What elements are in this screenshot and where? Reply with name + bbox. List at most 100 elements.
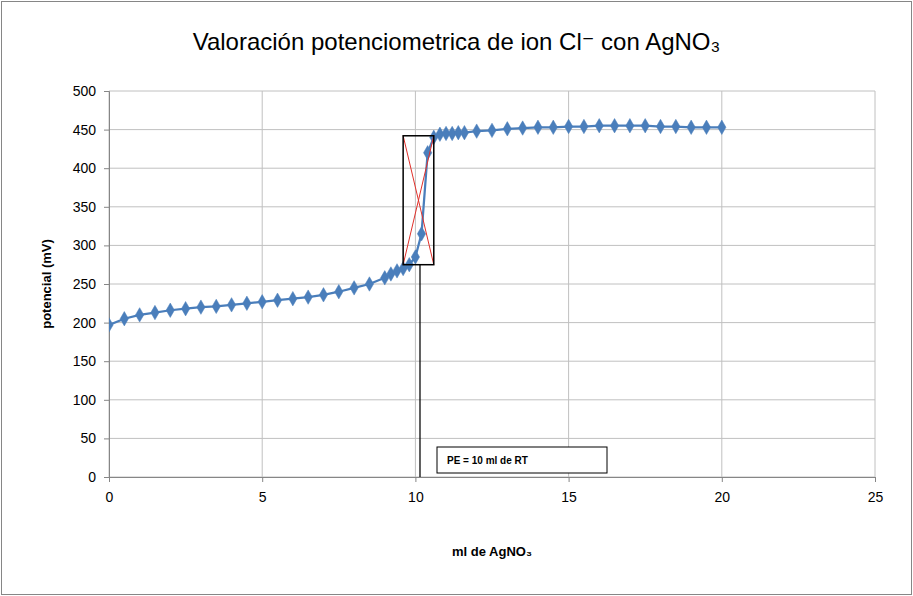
data-point <box>350 281 358 295</box>
y-grid-line <box>109 245 875 246</box>
x-tick-mark <box>569 477 570 482</box>
data-point <box>166 303 174 317</box>
y-tick: 0 <box>88 469 109 485</box>
y-grid-line <box>109 438 875 439</box>
data-point <box>411 250 419 264</box>
y-tick-mark <box>104 245 109 246</box>
x-tick-label: 5 <box>259 489 267 505</box>
data-point <box>580 119 588 133</box>
y-tick-label: 300 <box>73 237 97 253</box>
data-point <box>393 264 401 278</box>
x-tick-mark <box>415 477 416 482</box>
data-point <box>197 300 205 314</box>
x-tick-label: 10 <box>408 489 424 505</box>
y-tick-mark <box>104 400 109 401</box>
y-grid-line <box>109 322 875 323</box>
y-tick-label: 450 <box>73 122 97 138</box>
data-point <box>304 290 312 304</box>
y-tick-mark <box>104 91 109 92</box>
y-grid-line <box>109 399 875 400</box>
equivalence-line <box>419 265 420 477</box>
x-tick: 20 <box>715 477 731 505</box>
y-tick-mark <box>104 284 109 285</box>
grid <box>109 91 875 477</box>
chart-frame <box>2 2 912 595</box>
cross-line <box>403 136 434 265</box>
y-tick: 100 <box>73 392 109 408</box>
y-tick-label: 350 <box>73 199 97 215</box>
y-tick: 450 <box>73 122 109 138</box>
x-tick: 15 <box>561 477 577 505</box>
data-point <box>243 296 251 310</box>
data-point <box>417 227 425 241</box>
x-tick-label: 20 <box>715 489 731 505</box>
data-point <box>641 119 649 133</box>
y-tick-label: 500 <box>73 83 97 99</box>
x-axis-line <box>110 478 876 483</box>
data-point <box>488 123 496 137</box>
x-tick-label: 25 <box>868 489 884 505</box>
y-tick: 400 <box>73 160 109 176</box>
y-grid-line <box>109 284 875 285</box>
x-tick-mark <box>262 477 263 482</box>
data-point <box>534 120 542 134</box>
data-point <box>289 291 297 305</box>
x-tick-mark <box>875 477 876 482</box>
y-grid-line <box>109 91 875 92</box>
x-tick-label: 15 <box>561 489 577 505</box>
x-tick-mark <box>722 477 723 482</box>
data-point <box>273 293 281 307</box>
data-point <box>151 305 159 319</box>
y-tick-label: 0 <box>88 469 96 485</box>
data-point <box>335 285 343 299</box>
data-point <box>595 119 603 133</box>
x-tick-label: 0 <box>106 489 114 505</box>
y-tick-label: 100 <box>73 392 97 408</box>
data-point <box>120 312 128 326</box>
cross-line <box>403 136 434 265</box>
data-point <box>656 119 664 133</box>
y-tick: 300 <box>73 237 109 253</box>
data-point <box>672 119 680 133</box>
y-tick: 50 <box>80 430 109 446</box>
equivalence-annotation <box>403 136 434 477</box>
y-tick: 250 <box>73 276 109 292</box>
zoom-box <box>403 136 434 265</box>
data-point <box>503 122 511 136</box>
x-tick: 0 <box>106 477 114 505</box>
data-point <box>549 120 557 134</box>
y-tick-label: 250 <box>73 276 97 292</box>
data-point <box>473 124 481 138</box>
data-point <box>212 299 220 313</box>
y-tick-mark <box>104 207 109 208</box>
annotation-text: PE = 10 ml de RT <box>447 455 528 466</box>
data-point <box>610 119 618 133</box>
chart-title: Valoración potenciometrica de ion Cl⁻ co… <box>193 28 721 55</box>
y-tick-mark <box>104 168 109 169</box>
y-axis-title: potencial (mV) <box>39 239 54 329</box>
data-point <box>518 121 526 135</box>
data-point <box>460 125 468 139</box>
data-point <box>626 119 634 133</box>
x-tick: 10 <box>408 477 424 505</box>
y-tick-mark <box>104 323 109 324</box>
data-point <box>702 120 710 134</box>
y-tick: 350 <box>73 199 109 215</box>
y-grid-line <box>109 206 875 207</box>
y-tick: 200 <box>73 315 109 331</box>
data-point <box>564 119 572 133</box>
chart: 0510152025050100150200250300350400450500… <box>0 0 913 596</box>
y-tick-label: 200 <box>73 315 97 331</box>
y-grid-line <box>109 361 875 362</box>
data-point <box>365 277 373 291</box>
y-tick-mark <box>104 361 109 362</box>
x-axis-title: ml de AgNO₃ <box>452 544 532 559</box>
x-tick: 25 <box>868 477 884 505</box>
y-tick-mark <box>104 477 109 478</box>
y-tick-label: 50 <box>80 430 96 446</box>
y-tick-label: 400 <box>73 160 97 176</box>
x-axis: 0 5 10 15 20 25 <box>106 477 884 505</box>
y-tick: 150 <box>73 353 109 369</box>
plot-area <box>109 119 726 477</box>
data-point <box>319 288 327 302</box>
